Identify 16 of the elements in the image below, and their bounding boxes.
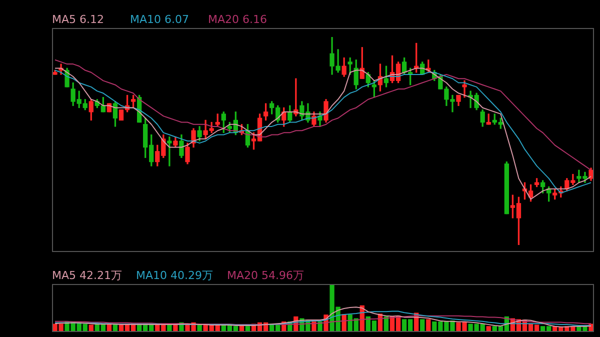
text: MA10 6.07	[130, 13, 190, 26]
bar	[318, 321, 322, 331]
bar	[88, 324, 94, 331]
bar	[426, 319, 431, 331]
text: MA5 6.12	[52, 13, 106, 26]
candlestick	[167, 136, 172, 166]
bar	[486, 326, 491, 331]
text: MA5 42.21万	[52, 268, 122, 283]
text: MA20 54.96万	[227, 268, 304, 283]
text: MA20 6.16	[208, 13, 268, 26]
bar	[197, 324, 202, 331]
bar	[312, 321, 316, 331]
bar	[420, 319, 425, 331]
bar	[173, 324, 178, 331]
bar	[245, 326, 250, 331]
text: MA10 40.29万	[136, 268, 214, 283]
